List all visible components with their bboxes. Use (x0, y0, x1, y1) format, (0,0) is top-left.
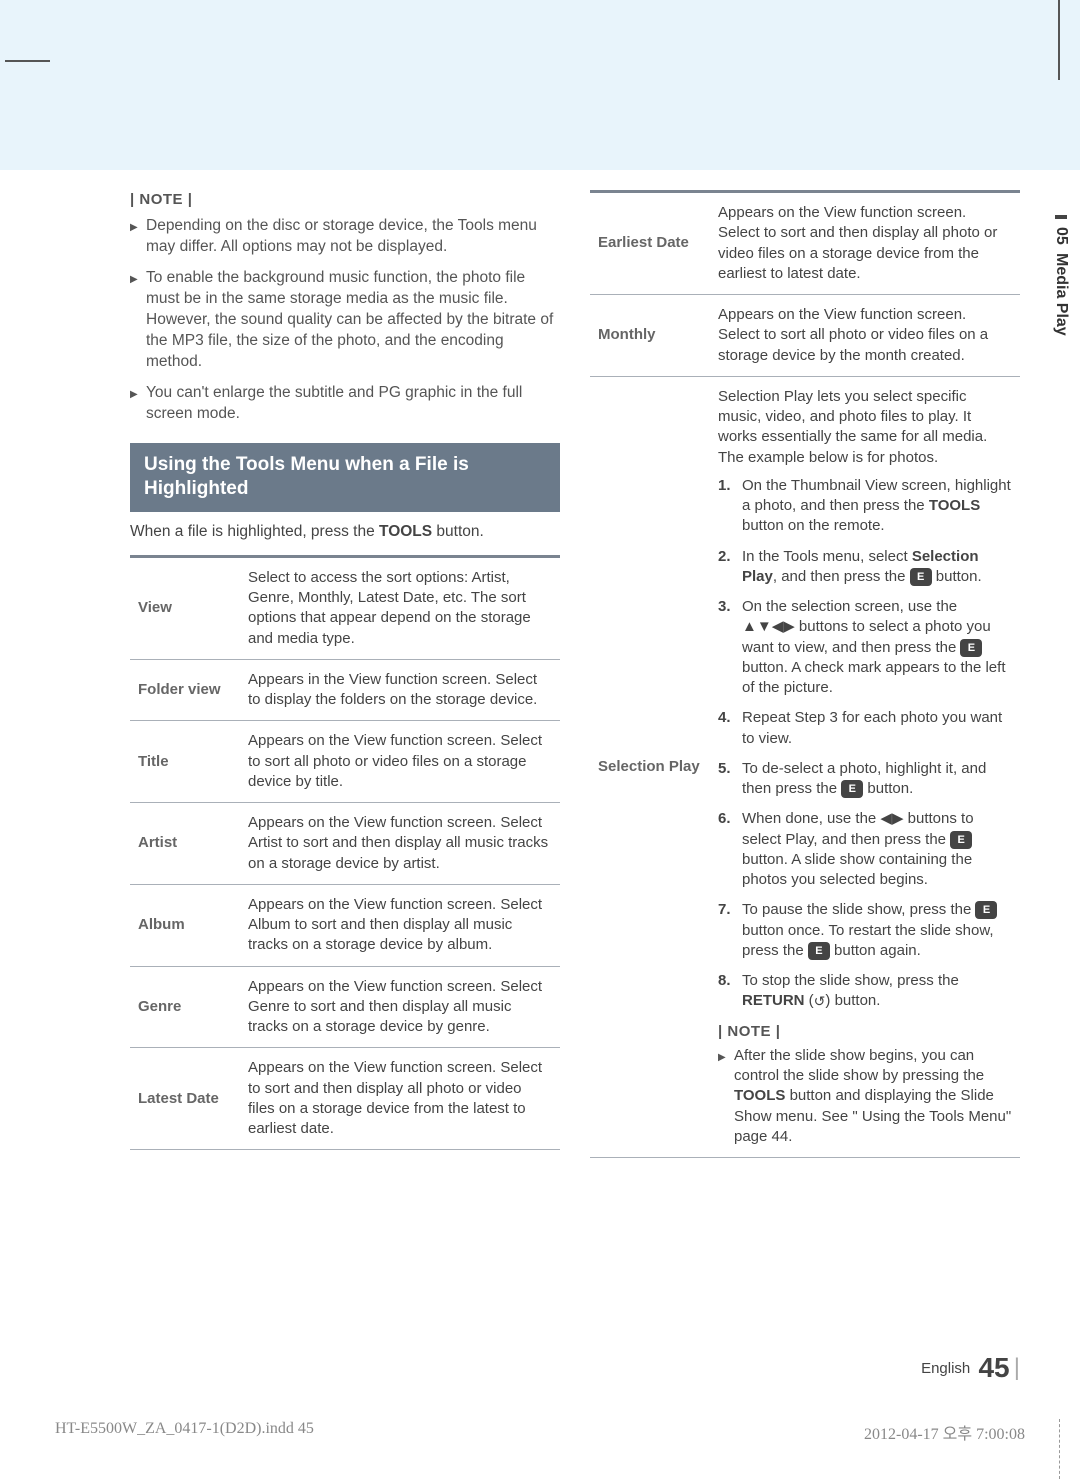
table-row: ViewSelect to access the sort options: A… (130, 556, 560, 659)
row-desc: Appears on the View function screen. Sel… (240, 1048, 560, 1150)
page-content: | NOTE | Depending on the disc or storag… (130, 190, 1020, 1359)
enter-button-icon: E (808, 942, 830, 960)
step-text: On the selection screen, use the ▲▼◀▶ bu… (742, 598, 991, 656)
selection-note: | NOTE | After the slide show begins, yo… (718, 1022, 1012, 1148)
row-desc: Appears on the View function screen. Sel… (240, 884, 560, 966)
note-bullet: To enable the background music function,… (130, 268, 560, 373)
print-job-footer: HT-E5500W_ZA_0417-1(D2D).indd 45 2012-04… (55, 1420, 1025, 1444)
intro-bold: TOOLS (379, 523, 432, 540)
footer-pipe-icon: | (1014, 1354, 1020, 1381)
note-heading: | NOTE | (130, 190, 560, 210)
row-label: Artist (130, 803, 240, 885)
page-top-band (0, 0, 1080, 170)
row-label: Folder view (130, 659, 240, 721)
footer-page-number: 45 (978, 1352, 1009, 1383)
row-desc: Select to access the sort options: Artis… (240, 556, 560, 659)
step-bold: RETURN (742, 992, 805, 1009)
table-row: Selection Play Selection Play lets you s… (590, 376, 1020, 1157)
row-desc: Appears on the View function screen. Sel… (710, 295, 1020, 377)
selection-intro: Selection Play lets you select specific … (718, 387, 1012, 468)
enter-button-icon: E (975, 901, 997, 919)
intro-text: When a file is highlighted, press the (130, 523, 379, 540)
step-item: On the selection screen, use the ▲▼◀▶ bu… (718, 597, 1012, 698)
step-text: In the Tools menu, select (742, 548, 912, 565)
chapter-side-tab: 05 Media Play (1052, 215, 1070, 336)
return-button-icon: ↺ (814, 992, 826, 1011)
side-tab-number: 05 (1052, 227, 1070, 245)
step-text: button. (932, 568, 982, 585)
row-label: View (130, 556, 240, 659)
row-label: Monthly (590, 295, 710, 377)
page-number-footer: English 45 | (921, 1352, 1020, 1384)
table-row: GenreAppears on the View function screen… (130, 966, 560, 1048)
row-label: Genre (130, 966, 240, 1048)
crop-mark-left (5, 60, 50, 62)
section-intro: When a file is highlighted, press the TO… (130, 522, 560, 543)
note-bullet-list: Depending on the disc or storage device,… (130, 216, 560, 424)
table-row: ArtistAppears on the View function scree… (130, 803, 560, 885)
section-heading: Using the Tools Menu when a File is High… (130, 443, 560, 512)
table-row: Latest DateAppears on the View function … (130, 1048, 560, 1150)
side-tab-bar-icon (1055, 215, 1067, 219)
step-text: button on the remote. (742, 517, 885, 534)
step-item: To pause the slide show, press the E but… (718, 900, 1012, 961)
step-text: ) button. (825, 992, 880, 1009)
row-desc: Appears on the View function screen. Sel… (240, 721, 560, 803)
step-item: Repeat Step 3 for each photo you want to… (718, 708, 1012, 749)
note-bullet: You can't enlarge the subtitle and PG gr… (130, 383, 560, 425)
step-item: To stop the slide show, press the RETURN… (718, 971, 1012, 1012)
row-label: Selection Play (590, 376, 710, 1157)
step-item: In the Tools menu, select Selection Play… (718, 547, 1012, 588)
right-column: Earliest DateAppears on the View functio… (590, 190, 1020, 1359)
step-text: To pause the slide show, press the (742, 901, 975, 918)
step-item: When done, use the ◀▶ buttons to select … (718, 809, 1012, 890)
enter-button-icon: E (910, 568, 932, 586)
crop-mark-right (1058, 0, 1060, 80)
step-text: button. (863, 780, 913, 797)
step-text: When done, use the ◀▶ buttons to select … (742, 810, 974, 847)
print-date: 2012-04-17 오후 7:00:08 (864, 1420, 1025, 1444)
table-row: MonthlyAppears on the View function scre… (590, 295, 1020, 377)
row-desc: Appears on the View function screen. Sel… (240, 803, 560, 885)
row-desc: Appears in the View function screen. Sel… (240, 659, 560, 721)
step-text: button again. (830, 942, 921, 959)
step-text: , and then press the (773, 568, 910, 585)
row-label: Album (130, 884, 240, 966)
step-item: On the Thumbnail View screen, highlight … (718, 476, 1012, 537)
tools-table-right: Earliest DateAppears on the View functio… (590, 190, 1020, 1158)
table-row: Earliest DateAppears on the View functio… (590, 192, 1020, 295)
selection-play-cell: Selection Play lets you select specific … (710, 376, 1020, 1157)
enter-button-icon: E (841, 780, 863, 798)
selection-steps: On the Thumbnail View screen, highlight … (718, 476, 1012, 1012)
footer-lang: English (921, 1360, 970, 1377)
note-heading: | NOTE | (718, 1022, 1012, 1042)
left-column: | NOTE | Depending on the disc or storag… (130, 190, 560, 1359)
note-text: After the slide show begins, you can con… (734, 1047, 984, 1084)
row-label: Earliest Date (590, 192, 710, 295)
step-text: To stop the slide show, press the (742, 972, 959, 989)
step-bold: TOOLS (929, 497, 980, 514)
row-label: Latest Date (130, 1048, 240, 1150)
intro-text: button. (432, 523, 484, 540)
table-row: Folder viewAppears in the View function … (130, 659, 560, 721)
table-row: AlbumAppears on the View function screen… (130, 884, 560, 966)
enter-button-icon: E (950, 831, 972, 849)
note-bullet: After the slide show begins, you can con… (718, 1046, 1012, 1147)
step-text: button. A slide show containing the phot… (742, 851, 972, 888)
note-bold: TOOLS (734, 1087, 785, 1104)
note-bullet: Depending on the disc or storage device,… (130, 216, 560, 258)
row-desc: Appears on the View function screen. Sel… (710, 192, 1020, 295)
step-text: ( (805, 992, 814, 1009)
row-label: Title (130, 721, 240, 803)
side-tab-label: Media Play (1052, 253, 1070, 336)
enter-button-icon: E (960, 639, 982, 657)
step-item: To de-select a photo, highlight it, and … (718, 759, 1012, 800)
print-file-name: HT-E5500W_ZA_0417-1(D2D).indd 45 (55, 1420, 314, 1444)
tools-table-left: ViewSelect to access the sort options: A… (130, 555, 560, 1151)
table-row: TitleAppears on the View function screen… (130, 721, 560, 803)
step-text: button. A check mark appears to the left… (742, 659, 1006, 696)
cut-mark-bottom (1059, 1419, 1060, 1479)
row-desc: Appears on the View function screen. Sel… (240, 966, 560, 1048)
